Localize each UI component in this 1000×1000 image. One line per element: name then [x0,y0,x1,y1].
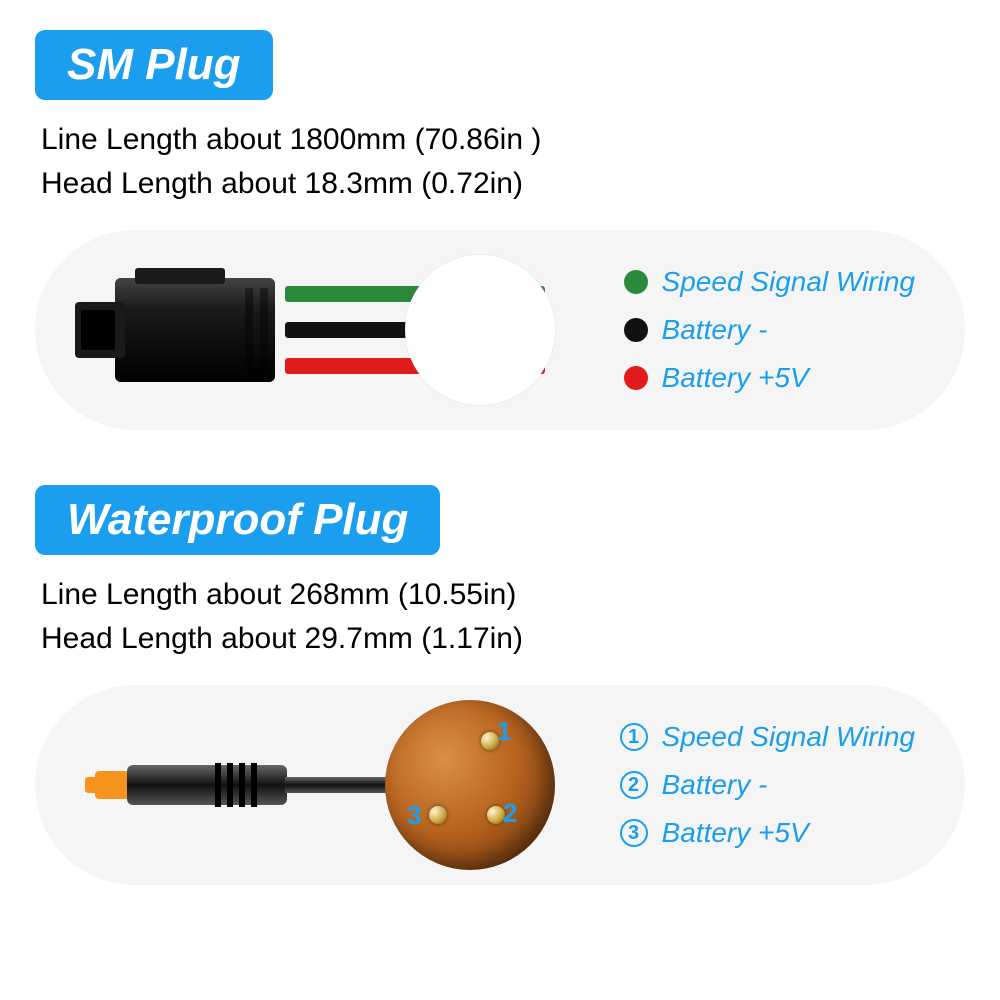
wp-spec-line-2: Head Length about 29.7mm (1.17in) [41,617,965,661]
legend-row: Speed Signal Wiring [624,266,915,298]
wp-plug-diagram: 1 2 3 [75,695,545,875]
wp-pin-number: 3 [407,800,421,831]
sm-wire-bundle-circle [405,255,555,405]
legend-number-icon: 2 [620,771,648,799]
wp-legend: 1 Speed Signal Wiring 2 Battery - 3 Battery +… [620,721,915,849]
sm-legend: Speed Signal Wiring Battery - Battery +5V [624,266,915,394]
legend-label: Battery +5V [662,817,809,849]
legend-row: Battery +5V [624,362,915,394]
legend-row: 1 Speed Signal Wiring [620,721,915,753]
waterproof-plug-section: Waterproof Plug Line Length about 268mm … [35,485,965,885]
sm-plug-section: SM Plug Line Length about 1800mm (70.86i… [35,30,965,430]
wp-spec-line-1: Line Length about 268mm (10.55in) [41,573,965,617]
wp-plug-card: 1 2 3 1 Speed Signal Wiring 2 Battery - 3 Batte… [35,685,965,885]
sm-spec-line-1: Line Length about 1800mm (70.86in ) [41,118,965,162]
wp-connector-icon [75,695,405,875]
legend-label: Battery +5V [662,362,809,394]
legend-label: Battery - [662,314,768,346]
sm-plug-title-badge: SM Plug [35,30,273,100]
wp-plug-title-badge: Waterproof Plug [35,485,440,555]
legend-dot-icon [624,366,648,390]
wp-pin-number: 1 [497,716,511,747]
wp-connector-head: 1 2 3 [385,700,555,870]
sm-plug-diagram [75,250,545,410]
legend-label: Battery - [662,769,768,801]
legend-row: Battery - [624,314,915,346]
legend-label: Speed Signal Wiring [662,721,915,753]
legend-number-icon: 3 [620,819,648,847]
wp-pin-number: 2 [503,798,517,829]
legend-row: 2 Battery - [620,769,915,801]
legend-number-icon: 1 [620,723,648,751]
legend-dot-icon [624,318,648,342]
sm-plug-card: Speed Signal Wiring Battery - Battery +5V [35,230,965,430]
legend-label: Speed Signal Wiring [662,266,915,298]
sm-spec-line-2: Head Length about 18.3mm (0.72in) [41,162,965,206]
legend-dot-icon [624,270,648,294]
wp-pin [429,806,447,824]
sm-connector-icon [75,268,305,392]
legend-row: 3 Battery +5V [620,817,915,849]
